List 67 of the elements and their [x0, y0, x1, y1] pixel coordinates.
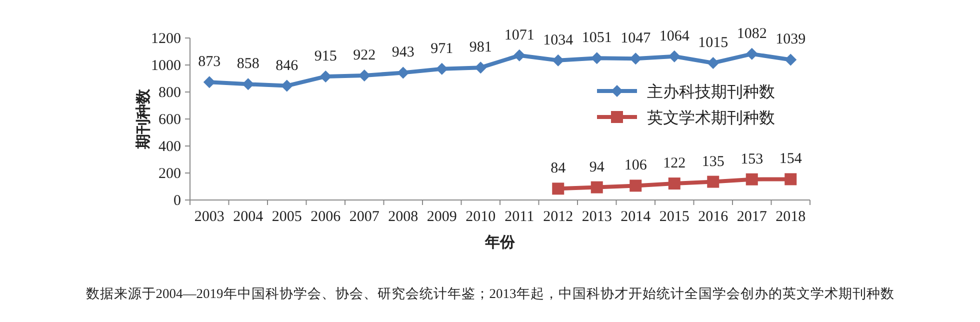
data-label: 1047 [620, 30, 652, 47]
text: 数据来源于2004—2019年中国科协学会、协会、研究会统计年鉴；2013年起，中国科协才开始统计全国学会创办的英文学术期刊种数 [86, 286, 894, 301]
x-tick-label: 2010 [466, 209, 496, 225]
data-label: 94 [589, 159, 605, 176]
point [513, 49, 526, 62]
point [436, 62, 448, 75]
data-label: 1071 [504, 27, 534, 44]
x-tick-label: 2009 [426, 209, 457, 225]
data-label: 1051 [582, 30, 612, 46]
point [630, 180, 642, 192]
y-tick-label: 200 [158, 166, 181, 182]
data-label: 154 [779, 151, 802, 168]
x-tick-label: 2004 [233, 209, 264, 225]
data-label: 915 [314, 48, 337, 64]
y-tick-label: 400 [158, 139, 181, 155]
data-label: 943 [392, 44, 414, 61]
y-tick-label: 800 [158, 85, 181, 101]
y-tick-label: 0 [174, 193, 181, 209]
data-label: 1064 [659, 28, 690, 44]
point [784, 173, 797, 186]
data-label: 981 [469, 40, 492, 56]
x-tick-label: 2016 [698, 209, 729, 225]
point [707, 56, 720, 69]
data-label: 135 [702, 154, 724, 170]
data-label: 84 [550, 160, 566, 177]
point [746, 48, 758, 60]
data-label: 122 [663, 156, 686, 172]
point [203, 76, 216, 88]
data-label: 1082 [736, 26, 767, 42]
point [746, 173, 758, 186]
data-label: 846 [276, 58, 299, 74]
x-tick-label: 2018 [776, 209, 806, 225]
point [668, 178, 680, 190]
x-axis-title: 年份 [484, 234, 516, 251]
legend-label: 主办科技期刊种数 [647, 83, 775, 101]
data-label: 106 [624, 158, 648, 174]
data-label: 1015 [698, 34, 728, 51]
data-label: 1039 [776, 32, 806, 48]
x-tick-label: 2006 [310, 209, 342, 225]
x-tick-label: 2013 [582, 209, 612, 225]
data-label: 153 [740, 151, 764, 168]
y-tick-label: 600 [158, 112, 181, 128]
x-tick-label: 2017 [736, 209, 768, 225]
x-tick-label: 2011 [504, 209, 534, 225]
data-label: 971 [430, 40, 454, 57]
x-tick-label: 2012 [543, 209, 574, 225]
x-tick-label: 2014 [620, 209, 652, 225]
point [784, 54, 797, 66]
x-tick-label: 2008 [388, 209, 418, 225]
x-tick-label: 2003 [194, 209, 224, 225]
y-tick-label: 1000 [151, 58, 181, 74]
point [707, 176, 720, 188]
legend-label: 英文学术期刊种数 [647, 109, 775, 127]
x-tick-label: 2007 [349, 209, 380, 225]
data-label: 922 [353, 48, 376, 64]
point [552, 182, 564, 195]
point [668, 50, 680, 62]
x-tick-label: 2015 [659, 209, 690, 225]
y-tick-label: 1200 [151, 31, 181, 47]
y-axis-title: 期刊种数 [135, 88, 152, 150]
point [590, 181, 603, 194]
x-tick-label: 2005 [272, 209, 302, 225]
data-label: 1034 [543, 32, 574, 48]
data-label: 873 [198, 54, 221, 70]
point [397, 66, 410, 79]
point [474, 62, 487, 74]
data-label: 858 [236, 56, 260, 72]
